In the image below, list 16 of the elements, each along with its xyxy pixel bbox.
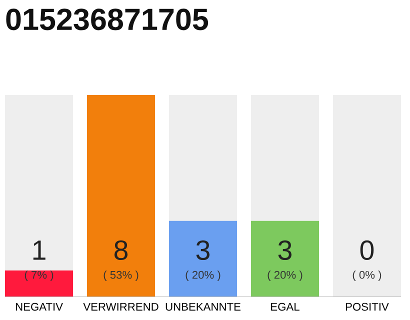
annotation: 1: [33, 240, 46, 260]
x-tick-label: NEGATIV: [16, 302, 63, 311]
data-label: ( 53% ): [104, 270, 138, 281]
data-label: ( 20% ): [268, 270, 302, 281]
data-label: ( 20% ): [186, 270, 220, 281]
data-label: ( 7% ): [24, 270, 54, 281]
annotation: 8: [114, 240, 128, 260]
annotation: 3: [278, 240, 292, 260]
chart-title: 015236871705: [6, 8, 208, 30]
x-tick-label: VERWIRREND: [83, 302, 158, 311]
x-tick-label: EGAL: [271, 302, 300, 311]
annotation: ( 0% ): [352, 270, 382, 281]
annotation: 3: [196, 240, 210, 260]
x-tick-label: UNBEKANNTE: [166, 302, 240, 311]
annotation: 0: [360, 240, 374, 260]
x-tick-label: POSITIV: [346, 302, 389, 311]
